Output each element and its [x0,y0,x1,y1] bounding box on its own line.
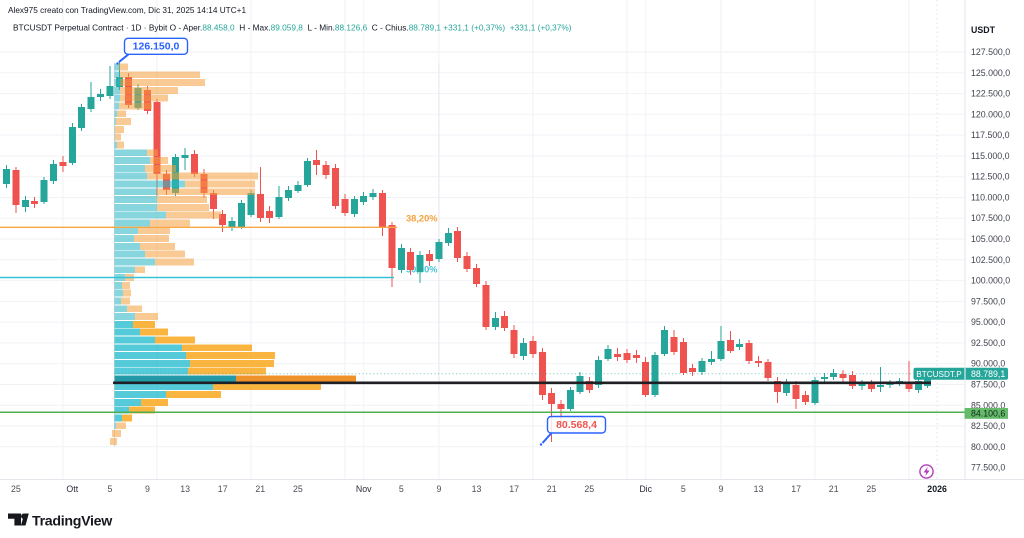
svg-text:97.500,0: 97.500,0 [971,296,1005,306]
svg-text:82.500,0: 82.500,0 [971,421,1005,431]
svg-text:17: 17 [218,484,228,494]
svg-text:Dic: Dic [639,484,652,494]
svg-text:127.500,0: 127.500,0 [971,47,1010,57]
svg-text:5: 5 [681,484,686,494]
svg-text:Ott: Ott [66,484,78,494]
svg-text:17: 17 [791,484,801,494]
svg-text:100.000,0: 100.000,0 [971,276,1010,286]
svg-text:38,20%: 38,20% [406,214,438,224]
svg-text:105.000,0: 105.000,0 [971,234,1010,244]
svg-text:17: 17 [509,484,519,494]
svg-text:80.000,0: 80.000,0 [971,442,1005,452]
svg-text:Nov: Nov [356,484,372,494]
svg-text:21: 21 [547,484,557,494]
svg-text:112.500,0: 112.500,0 [971,172,1010,182]
svg-text:87.500,0: 87.500,0 [971,380,1005,390]
svg-text:21: 21 [255,484,265,494]
svg-text:25: 25 [293,484,303,494]
svg-text:77.500,0: 77.500,0 [971,463,1005,473]
svg-text:TradingView: TradingView [32,514,113,530]
svg-text:USDT: USDT [971,25,996,35]
svg-text:122.500,0: 122.500,0 [971,89,1010,99]
svg-text:9: 9 [145,484,150,494]
svg-text:BTCUSDT.P: BTCUSDT.P [916,370,962,379]
svg-text:95.000,0: 95.000,0 [971,317,1005,327]
svg-text:125.000,0: 125.000,0 [971,68,1010,78]
svg-text:2026: 2026 [927,484,947,494]
svg-text:BTCUSDT Perpetual Contract · 1: BTCUSDT Perpetual Contract · 1D · Bybit … [13,23,572,33]
svg-text:25: 25 [584,484,594,494]
svg-text:13: 13 [754,484,764,494]
svg-text:25: 25 [866,484,876,494]
svg-text:5: 5 [399,484,404,494]
svg-text:9: 9 [718,484,723,494]
svg-text:120.000,0: 120.000,0 [971,109,1010,119]
svg-text:25: 25 [11,484,21,494]
svg-text:84.100,6: 84.100,6 [971,408,1005,418]
svg-text:80.568,4: 80.568,4 [556,419,597,431]
svg-text:13: 13 [180,484,190,494]
svg-text:9: 9 [436,484,441,494]
svg-text:92.500,0: 92.500,0 [971,338,1005,348]
svg-text:126.150,0: 126.150,0 [133,41,180,53]
svg-text:5: 5 [107,484,112,494]
svg-text:90.000,0: 90.000,0 [971,359,1005,369]
svg-text:Alex975 creato con TradingView: Alex975 creato con TradingView.com, Dic … [8,6,247,15]
svg-text:115.000,0: 115.000,0 [971,151,1010,161]
svg-text:117.500,0: 117.500,0 [971,130,1010,140]
svg-text:21: 21 [829,484,839,494]
svg-text:110.000,0: 110.000,0 [971,193,1010,203]
svg-text:88.789,1: 88.789,1 [971,369,1005,379]
svg-text:85.000,0: 85.000,0 [971,400,1005,410]
svg-text:13: 13 [472,484,482,494]
svg-text:102.500,0: 102.500,0 [971,255,1010,265]
svg-text:107.500,0: 107.500,0 [971,213,1010,223]
